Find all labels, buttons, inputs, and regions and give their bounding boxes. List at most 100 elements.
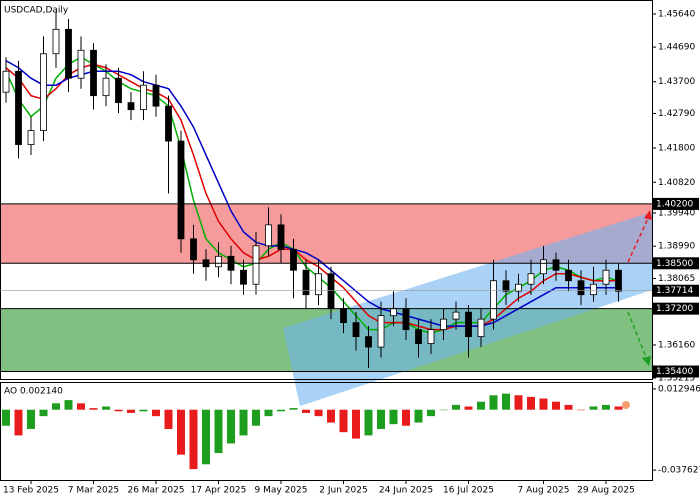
candle-body	[77, 49, 85, 79]
candle-body	[215, 255, 222, 268]
candle-body	[440, 318, 447, 331]
candle-body	[2, 70, 10, 93]
candle-body	[115, 77, 122, 104]
y-tick-label: 1.45640	[658, 9, 695, 19]
candle-body	[365, 336, 372, 348]
ao-bar	[102, 406, 110, 410]
ao-bar	[327, 409, 335, 423]
ao-bar	[214, 409, 223, 454]
x-tick-label: 16 Jul 2025	[443, 486, 494, 496]
x-tick-label: 29 Aug 2025	[577, 486, 635, 496]
y-tick-label: 1.41800	[658, 144, 695, 154]
ao-bar	[539, 398, 548, 410]
candle-body	[177, 140, 185, 240]
candle-body	[327, 273, 335, 310]
y-tick-label: 1.40820	[658, 178, 695, 188]
ao-bar	[389, 409, 398, 425]
candle-body	[452, 311, 460, 320]
main-frame	[0, 0, 653, 380]
ao-bar	[352, 409, 360, 439]
indicator-tick-label: -0.037627	[658, 466, 700, 476]
candle-body	[65, 28, 72, 79]
candle-body	[427, 329, 435, 344]
zones	[0, 203, 652, 372]
plot	[2, 11, 622, 369]
ao-bar	[114, 409, 123, 412]
ao-bar	[614, 406, 623, 410]
level-label: 1.38500	[656, 259, 693, 269]
candle-body	[615, 269, 622, 292]
candle-body	[590, 283, 597, 296]
x-tick-label: 2 Jun 2025	[319, 486, 367, 496]
candle-body	[415, 329, 422, 344]
indicator-frame	[0, 382, 653, 481]
ao-bar	[177, 409, 185, 455]
moving-average	[5, 60, 619, 327]
x-tick-label: 17 Apr 2025	[191, 486, 247, 496]
candle-body	[602, 269, 610, 285]
x-tick-label: 24 Jun 2025	[379, 486, 433, 496]
ao-bar	[564, 404, 573, 410]
y-tick-label: 1.42790	[658, 109, 695, 119]
y-tick-label: 1.38065	[658, 274, 695, 284]
candle-body	[540, 259, 547, 275]
ao-bar	[527, 396, 535, 410]
candle-body	[465, 311, 472, 337]
level-tag	[653, 284, 699, 297]
arrow-up	[627, 213, 651, 263]
ao-bar	[402, 409, 410, 426]
candle-body	[390, 308, 397, 317]
level-tag	[653, 257, 699, 270]
x-tick-label: 13 Feb 2025	[3, 486, 59, 496]
candle-body	[515, 283, 522, 292]
indicator-marker	[622, 401, 630, 409]
ao-bar	[514, 395, 523, 410]
arrow-down	[627, 311, 649, 363]
candle-body	[265, 224, 272, 247]
candle-body	[27, 130, 35, 145]
candle-body	[102, 77, 110, 97]
ao-bar	[89, 408, 98, 410]
ao-bar	[127, 409, 135, 413]
ao-bar	[577, 409, 585, 411]
candle-body	[40, 53, 47, 131]
y-tick-label: 1.36160	[658, 340, 695, 350]
ao-bar	[27, 409, 35, 429]
ao-bar	[314, 409, 323, 417]
y-tick-label: 1.39940	[658, 208, 695, 218]
level-label: 1.35400	[656, 367, 693, 377]
candle-body	[402, 308, 410, 331]
candle-body	[52, 28, 60, 55]
candle-body	[377, 315, 385, 348]
ao-bar	[152, 409, 160, 417]
ao-bar	[14, 409, 23, 436]
arrow-down-head	[642, 356, 651, 366]
y-tick-label: 1.43700	[658, 77, 695, 87]
ao-bar	[77, 403, 85, 410]
level-label: 1.37200	[656, 304, 693, 314]
candle-body	[340, 308, 347, 324]
candle-body	[277, 224, 285, 250]
candle-body	[290, 248, 297, 271]
ao-bar	[377, 409, 385, 429]
ao-bar	[589, 406, 598, 410]
candle-body	[15, 70, 22, 145]
candle-body	[302, 269, 310, 296]
ao-bar	[39, 409, 48, 417]
level-tag	[653, 197, 699, 210]
ao-bar	[452, 404, 460, 410]
ao-bar	[339, 409, 348, 433]
ao-bar	[189, 409, 198, 470]
ao-bar	[502, 393, 510, 410]
candle-body	[240, 269, 247, 285]
y-tick-label: 1.35215	[658, 373, 695, 383]
candle-body	[90, 49, 97, 97]
ao-bar	[277, 409, 285, 412]
ao-bar	[477, 401, 485, 410]
ao-bar	[552, 401, 560, 410]
ao-bar	[414, 409, 423, 423]
candle-body	[477, 318, 485, 337]
ao-bar	[239, 409, 248, 436]
indicator-title: AO 0.002140	[4, 387, 63, 397]
